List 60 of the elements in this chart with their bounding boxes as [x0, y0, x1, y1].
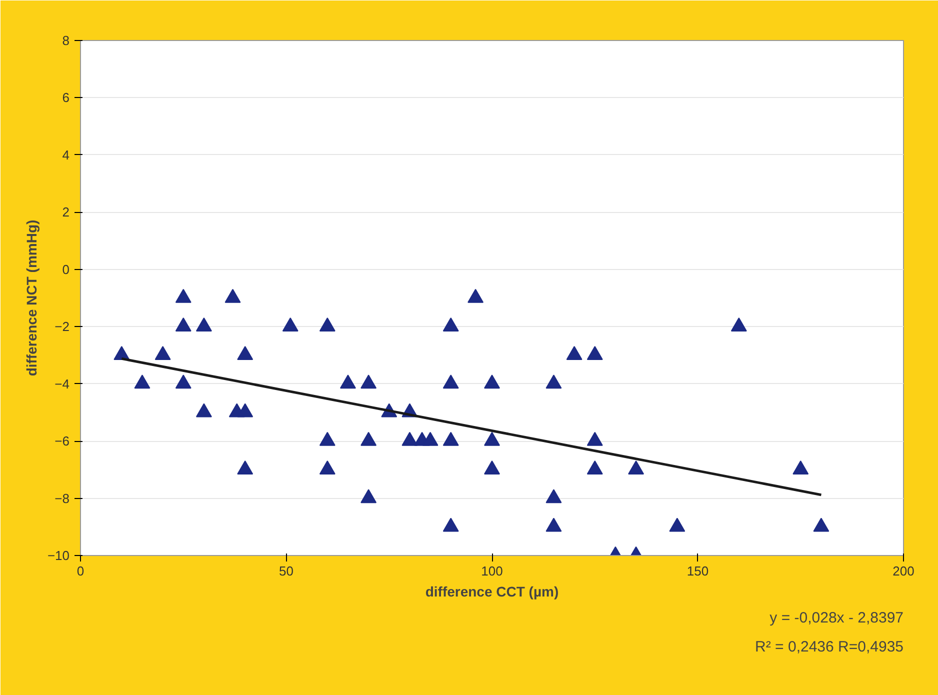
- x-tick-label: 100: [481, 564, 503, 578]
- y-axis-title: difference NCT (mmHg): [23, 220, 40, 376]
- point: [319, 432, 336, 446]
- point: [546, 489, 562, 504]
- point: [282, 317, 298, 332]
- point: [237, 346, 254, 360]
- point: [360, 432, 377, 446]
- x-axis-title: difference CCT (µm): [425, 584, 559, 600]
- point: [154, 346, 171, 360]
- point: [237, 460, 254, 474]
- point: [340, 374, 356, 389]
- point: [586, 346, 603, 360]
- x-tick-label: 150: [686, 564, 709, 578]
- point: [402, 432, 418, 446]
- point: [484, 432, 500, 446]
- point: [546, 518, 562, 532]
- point: [669, 518, 686, 532]
- y-tick-label: 0: [62, 262, 70, 277]
- point: [442, 518, 459, 532]
- point: [422, 432, 438, 446]
- point: [442, 374, 459, 389]
- y-tick-label: −8: [54, 490, 70, 506]
- point: [360, 374, 377, 389]
- point: [730, 317, 747, 332]
- y-tick-label: 6: [62, 90, 70, 106]
- point: [224, 288, 241, 303]
- point: [175, 374, 192, 389]
- point: [546, 374, 562, 389]
- y-tick-label: −4: [54, 376, 70, 392]
- point: [484, 374, 500, 389]
- y-tick-label: 4: [62, 147, 70, 162]
- point: [484, 460, 500, 474]
- point: [175, 288, 192, 303]
- point: [586, 460, 603, 474]
- text: R² = 0,2436 R=0,4935: [755, 638, 904, 656]
- point: [196, 317, 212, 332]
- y-tick-label: 8: [62, 33, 70, 48]
- point: [468, 288, 484, 303]
- point: [566, 346, 582, 360]
- text: y = -0,028x - 2,8397: [770, 610, 904, 626]
- point: [442, 432, 459, 446]
- point: [134, 374, 150, 389]
- y-tick-label: −6: [54, 434, 70, 449]
- x-tick-label: 0: [76, 564, 84, 578]
- point: [628, 460, 644, 474]
- point: [360, 489, 377, 504]
- point: [196, 403, 212, 418]
- point: [586, 432, 603, 446]
- point: [319, 460, 336, 474]
- point: [175, 317, 192, 332]
- y-tick-label: −10: [47, 548, 70, 563]
- point: [813, 518, 830, 532]
- point: [319, 317, 336, 332]
- x-tick-label: 200: [892, 564, 914, 578]
- x-tick-label: 50: [279, 564, 294, 578]
- y-tick-label: 2: [62, 204, 70, 220]
- y-tick-label: −2: [54, 319, 70, 334]
- point: [792, 460, 809, 474]
- point: [442, 317, 459, 332]
- point: [237, 403, 254, 418]
